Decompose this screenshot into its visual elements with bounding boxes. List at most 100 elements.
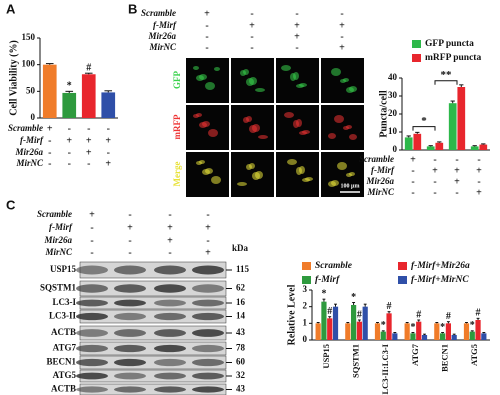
annotation: #: [446, 311, 451, 322]
legend-swatch: [398, 262, 407, 270]
bar: [475, 320, 481, 340]
bar: [332, 306, 339, 340]
treatment-label: f-Mirf: [49, 222, 73, 232]
cell-signal: [299, 131, 307, 135]
cell-signal: [237, 182, 247, 186]
blot-band: [154, 344, 186, 353]
treatment-sign: -: [205, 20, 208, 31]
x-tick-label: ATG7: [410, 343, 420, 366]
treatment-sign: -: [411, 176, 414, 187]
micrograph: [186, 105, 229, 150]
y-tick-label: 10: [388, 126, 398, 136]
micrograph: [276, 152, 319, 197]
bar: [434, 323, 440, 340]
legend-swatch: [412, 54, 421, 62]
treatment-sign: -: [433, 187, 436, 198]
treatment-sign: +: [454, 176, 460, 187]
treatment-label: f-Mirf: [153, 20, 177, 30]
y-tick-label: 100: [22, 59, 36, 69]
blot-band: [114, 344, 146, 353]
bar: [374, 323, 381, 340]
blot-band: [76, 299, 108, 307]
treatment-label: Scramble: [37, 209, 72, 219]
kda-value: 62: [236, 283, 246, 293]
treatment-sign: -: [48, 147, 51, 158]
blot-band: [192, 329, 224, 337]
bar: [380, 331, 386, 340]
x-tick-label: LC3-II:LC3-I: [380, 343, 390, 394]
treatment-sign: -: [411, 187, 414, 198]
cell-signal: [202, 169, 210, 175]
treatment-sign: -: [455, 154, 458, 165]
annotation: *: [440, 322, 445, 333]
y-axis-label: Relative Level: [286, 284, 297, 345]
legend-swatch: [398, 276, 407, 284]
treatment-sign: -: [433, 176, 436, 187]
blot-band: [114, 284, 146, 293]
treatment-sign: -: [87, 158, 90, 169]
blot-band: [192, 344, 224, 353]
treatment-sign: +: [249, 20, 255, 31]
cell-signal: [214, 67, 220, 71]
cell-signal: [246, 78, 254, 86]
annotation: *: [470, 320, 475, 331]
bar: [392, 333, 398, 340]
treatment-sign: +: [294, 31, 300, 42]
bar: [463, 323, 470, 340]
y-tick-label: 30: [388, 90, 398, 100]
y-tick-label: 3: [303, 284, 308, 294]
legend-label: mRFP puncta: [425, 53, 481, 63]
kda-value: 43: [236, 384, 246, 394]
cell-signal: [193, 66, 199, 70]
treatment-sign: -: [477, 154, 480, 165]
blot-band: [114, 312, 146, 321]
blot-band: [154, 358, 186, 367]
treatment-label: MirNC: [366, 187, 395, 197]
y-tick-label: 40: [388, 72, 398, 82]
treatment-sign: -: [206, 209, 209, 220]
annotation: *: [351, 292, 356, 303]
blot-band: [154, 284, 186, 293]
treatment-sign: -: [205, 42, 208, 53]
panel-label: A: [6, 1, 16, 16]
blot-band: [154, 265, 186, 275]
blot-band: [114, 386, 146, 393]
blot-label: SQSTM1: [40, 283, 77, 293]
treatment-sign: -: [340, 8, 343, 19]
blot-band: [154, 372, 186, 380]
cell-signal: [284, 112, 294, 118]
treatment-label: Scramble: [141, 8, 176, 18]
treatment-sign: -: [48, 135, 51, 146]
treatment-sign: -: [128, 247, 131, 258]
bar: [81, 74, 96, 118]
cell-signal: [349, 134, 357, 140]
treatment-sign: +: [86, 147, 92, 158]
legend-swatch: [412, 40, 421, 48]
y-axis-label: Puncta/cell: [378, 90, 389, 137]
treatment-sign: +: [105, 158, 111, 169]
legend-label: GFP puncta: [425, 39, 474, 49]
treatment-label: Scramble: [8, 123, 43, 133]
bracket: [434, 80, 458, 85]
treatment-sign: -: [206, 235, 209, 246]
image-row-label: GFP: [172, 71, 182, 89]
treatment-sign: +: [339, 42, 345, 53]
treatment-sign: +: [454, 165, 460, 176]
treatment-sign: -: [250, 31, 253, 42]
legend-swatch: [302, 262, 311, 270]
y-tick-label: 2: [303, 301, 308, 311]
kda-value: 115: [236, 264, 250, 274]
treatment-sign: -: [90, 222, 93, 233]
blot-band: [192, 386, 224, 393]
cell-signal: [240, 70, 246, 76]
kda-value: 16: [236, 297, 246, 307]
annotation: *: [321, 288, 326, 299]
y-tick-label: 0: [31, 112, 36, 122]
treatment-sign: -: [477, 176, 480, 187]
blot-band: [192, 358, 224, 367]
treatment-sign: -: [168, 209, 171, 220]
cell-signal: [196, 75, 204, 81]
cell-signal: [337, 162, 347, 170]
cell-signal: [296, 84, 304, 88]
